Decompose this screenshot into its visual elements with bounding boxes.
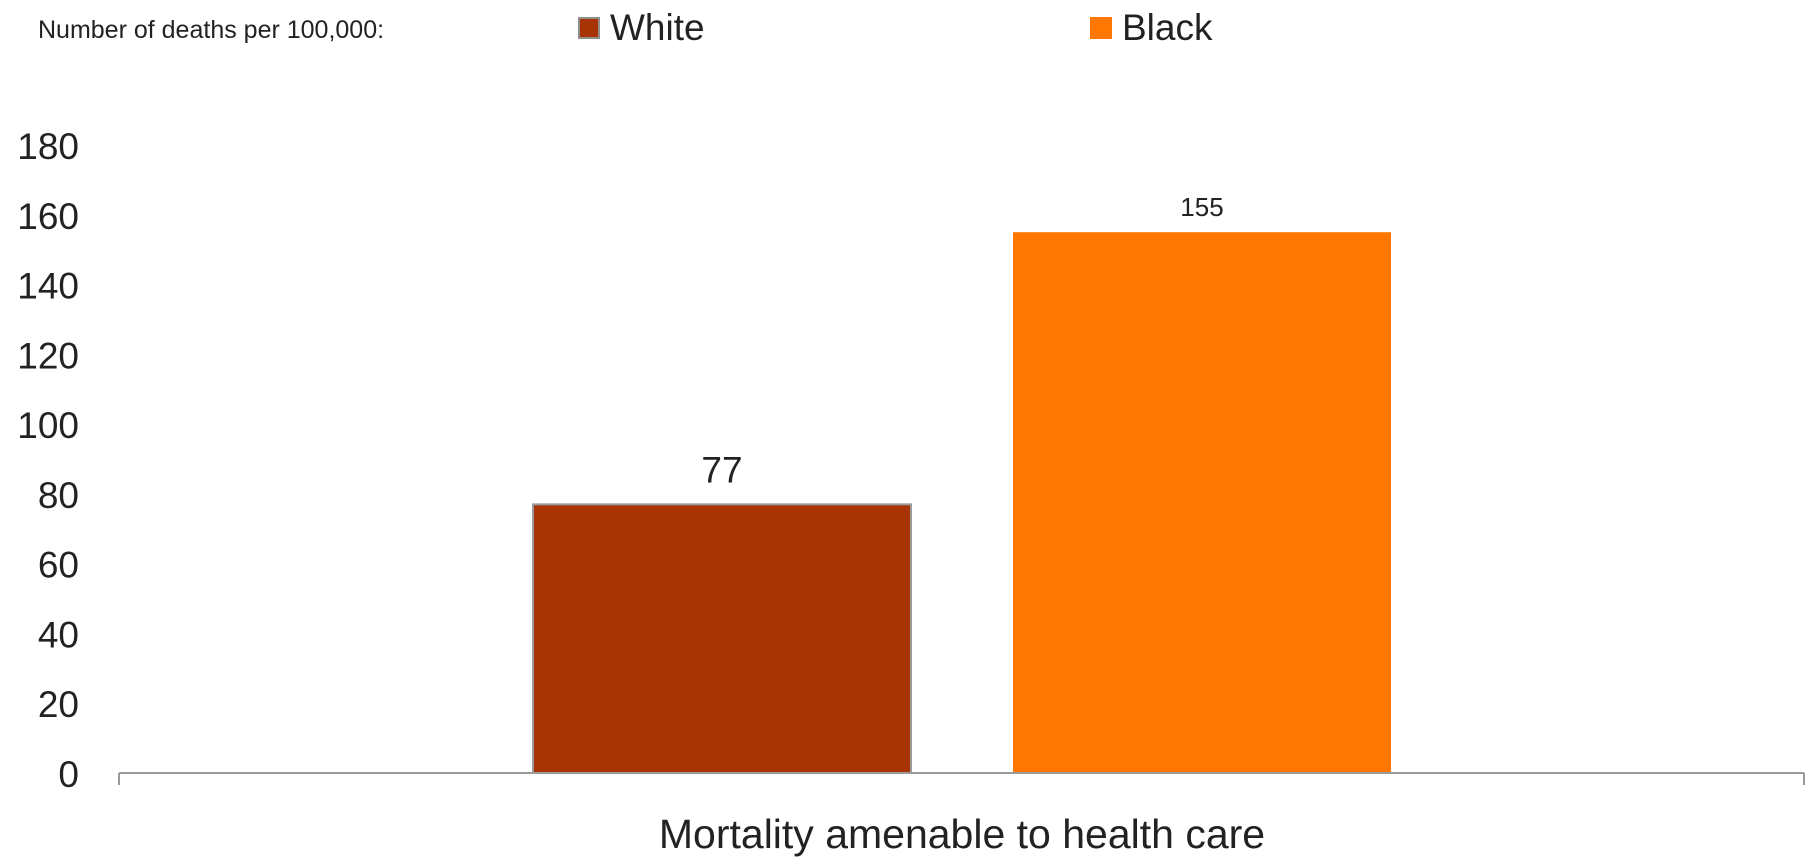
data-label-white: 77 xyxy=(701,449,742,490)
data-label-black: 155 xyxy=(1180,192,1223,222)
data-labels: 77 155 xyxy=(701,192,1223,490)
y-tick-label: 80 xyxy=(38,475,79,516)
y-tick-label: 100 xyxy=(17,405,79,446)
bar-white xyxy=(532,503,912,774)
y-axis-tick-labels: 0 20 40 60 80 100 120 140 160 180 xyxy=(17,126,79,795)
y-tick-label: 180 xyxy=(17,126,79,167)
y-tick-label: 60 xyxy=(38,545,79,586)
x-axis-category-label: Mortality amenable to health care xyxy=(659,811,1265,857)
y-tick-label: 120 xyxy=(17,335,79,376)
legend-label-white: White xyxy=(610,7,705,48)
legend-item-white: White xyxy=(578,6,705,50)
bars xyxy=(532,232,1391,774)
bar-black xyxy=(1013,232,1391,773)
y-tick-label: 140 xyxy=(17,266,79,307)
legend-swatch-white xyxy=(578,17,600,39)
y-tick-label: 40 xyxy=(38,614,79,655)
y-tick-label: 20 xyxy=(38,684,79,725)
legend-item-black: Black xyxy=(1090,6,1212,50)
legend-swatch-black xyxy=(1090,17,1112,39)
legend-label-black: Black xyxy=(1122,7,1213,48)
legend-title: Number of deaths per 100,000: xyxy=(38,16,385,44)
y-tick-label: 160 xyxy=(17,196,79,237)
y-tick-label: 0 xyxy=(58,754,79,795)
